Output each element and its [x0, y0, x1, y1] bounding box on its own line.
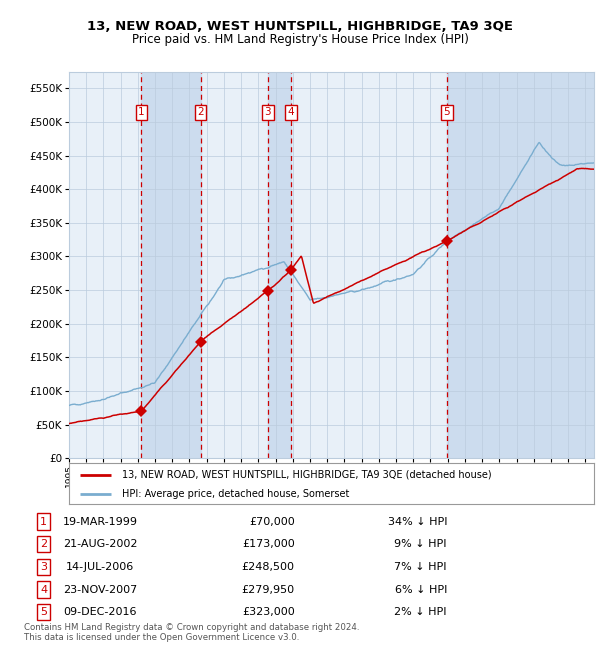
- Text: This data is licensed under the Open Government Licence v3.0.: This data is licensed under the Open Gov…: [24, 633, 299, 642]
- Text: HPI: Average price, detached house, Somerset: HPI: Average price, detached house, Some…: [121, 489, 349, 499]
- Text: 6% ↓ HPI: 6% ↓ HPI: [395, 584, 447, 595]
- Text: 7% ↓ HPI: 7% ↓ HPI: [395, 562, 447, 572]
- Text: £70,000: £70,000: [249, 517, 295, 526]
- Text: 3: 3: [265, 107, 271, 117]
- Text: £248,500: £248,500: [242, 562, 295, 572]
- Text: 5: 5: [443, 107, 450, 117]
- Text: 09-DEC-2016: 09-DEC-2016: [64, 607, 137, 617]
- Text: Contains HM Land Registry data © Crown copyright and database right 2024.: Contains HM Land Registry data © Crown c…: [24, 623, 359, 632]
- Text: 9% ↓ HPI: 9% ↓ HPI: [395, 540, 447, 549]
- Text: 13, NEW ROAD, WEST HUNTSPILL, HIGHBRIDGE, TA9 3QE (detached house): 13, NEW ROAD, WEST HUNTSPILL, HIGHBRIDGE…: [121, 470, 491, 480]
- Text: 3: 3: [40, 562, 47, 572]
- Bar: [268, 72, 291, 458]
- Text: 1: 1: [40, 517, 47, 526]
- Text: 2: 2: [40, 540, 47, 549]
- Text: 1: 1: [138, 107, 145, 117]
- Text: 23-NOV-2007: 23-NOV-2007: [63, 584, 137, 595]
- Text: 14-JUL-2006: 14-JUL-2006: [66, 562, 134, 572]
- Bar: [446, 72, 594, 458]
- Bar: [142, 72, 200, 458]
- Text: 2: 2: [197, 107, 204, 117]
- Text: 5: 5: [40, 607, 47, 617]
- Text: 13, NEW ROAD, WEST HUNTSPILL, HIGHBRIDGE, TA9 3QE: 13, NEW ROAD, WEST HUNTSPILL, HIGHBRIDGE…: [87, 20, 513, 32]
- Text: 4: 4: [40, 584, 47, 595]
- Text: 4: 4: [288, 107, 295, 117]
- Text: 21-AUG-2002: 21-AUG-2002: [63, 540, 137, 549]
- Text: £279,950: £279,950: [242, 584, 295, 595]
- Text: £173,000: £173,000: [242, 540, 295, 549]
- Text: 34% ↓ HPI: 34% ↓ HPI: [388, 517, 447, 526]
- Text: £323,000: £323,000: [242, 607, 295, 617]
- Text: 19-MAR-1999: 19-MAR-1999: [62, 517, 137, 526]
- Text: 2% ↓ HPI: 2% ↓ HPI: [395, 607, 447, 617]
- Text: Price paid vs. HM Land Registry's House Price Index (HPI): Price paid vs. HM Land Registry's House …: [131, 32, 469, 46]
